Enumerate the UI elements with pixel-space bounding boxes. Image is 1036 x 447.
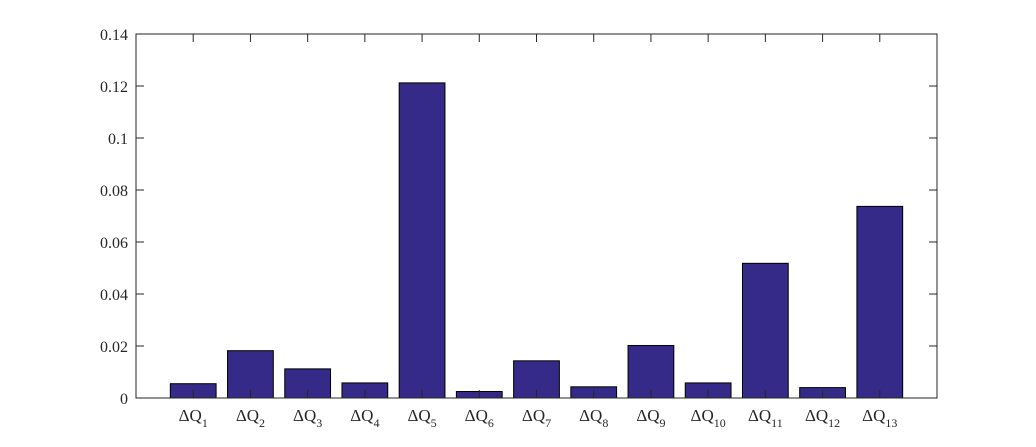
bar: [856, 205, 904, 399]
x-tick-label-base: ΔQ: [579, 406, 602, 425]
bars-group: [169, 82, 904, 399]
x-tick-label: ΔQ7: [522, 406, 551, 430]
x-tick-label-subscript: 3: [316, 416, 322, 430]
bar: [741, 262, 789, 399]
x-tick-label-base: ΔQ: [293, 406, 316, 425]
x-tick-label-subscript: 7: [545, 416, 551, 430]
x-tick-label-subscript: 4: [373, 416, 379, 430]
x-tick-label-base: ΔQ: [350, 406, 373, 425]
x-tick-label-subscript: 13: [885, 416, 897, 430]
x-tick-label-subscript: 5: [431, 416, 437, 430]
x-tick-label: ΔQ10: [691, 406, 726, 430]
x-tick-label-base: ΔQ: [522, 406, 545, 425]
x-tick-label-base: ΔQ: [636, 406, 659, 425]
x-tick-label-subscript: 6: [488, 416, 494, 430]
x-tick-label-base: ΔQ: [691, 406, 714, 425]
x-tick-label-base: ΔQ: [465, 406, 488, 425]
x-tick-label: ΔQ4: [350, 406, 379, 430]
x-tick-label-subscript: 9: [660, 416, 666, 430]
x-tick-label-base: ΔQ: [805, 406, 828, 425]
x-tick-label: ΔQ6: [465, 406, 494, 430]
bar: [627, 344, 675, 399]
y-tick-label: 0.1: [108, 131, 128, 148]
y-tick-label: 0.14: [100, 27, 128, 44]
x-tick-label: ΔQ5: [407, 406, 436, 430]
y-tick-label: 0.12: [100, 79, 128, 96]
x-tick-label-base: ΔQ: [236, 406, 259, 425]
x-tick-label-base: ΔQ: [407, 406, 430, 425]
y-tick-label: 0.04: [100, 287, 128, 304]
x-tick-label-base: ΔQ: [179, 406, 202, 425]
x-tick-label-subscript: 8: [602, 416, 608, 430]
y-tick-label: 0.08: [100, 183, 128, 200]
x-tick-label-subscript: 2: [259, 416, 265, 430]
x-tick-label: ΔQ12: [805, 406, 840, 430]
x-tick-label-subscript: 11: [771, 416, 783, 430]
x-tick-label-subscript: 10: [714, 416, 726, 430]
x-tick-label: ΔQ13: [862, 406, 897, 430]
x-tick-label-subscript: 12: [828, 416, 840, 430]
x-tick-label: ΔQ11: [748, 406, 783, 430]
x-tick-label: ΔQ1: [179, 406, 208, 430]
x-tick-label-base: ΔQ: [748, 406, 771, 425]
x-tick-label-subscript: 1: [202, 416, 208, 430]
y-tick-label: 0: [120, 391, 128, 408]
y-tick-label: 0.02: [100, 339, 128, 356]
plot-frame: [135, 33, 938, 399]
x-tick-label-base: ΔQ: [862, 406, 885, 425]
x-axis: ΔQ1 ΔQ2 ΔQ3 ΔQ4 ΔQ5 ΔQ6 ΔQ7 ΔQ8 ΔQ9 ΔQ10 ΔQ11 ΔQ12 Δ…: [179, 34, 897, 430]
x-tick-label: ΔQ2: [236, 406, 265, 430]
x-tick-label: ΔQ8: [579, 406, 608, 430]
y-tick-label: 0.06: [100, 235, 128, 252]
bar: [398, 82, 446, 399]
x-tick-label: ΔQ3: [293, 406, 322, 430]
x-tick-label: ΔQ9: [636, 406, 665, 430]
y-axis: 0 0.02 0.04 0.06 0.08 0.1 0.12 0.14: [100, 27, 937, 408]
